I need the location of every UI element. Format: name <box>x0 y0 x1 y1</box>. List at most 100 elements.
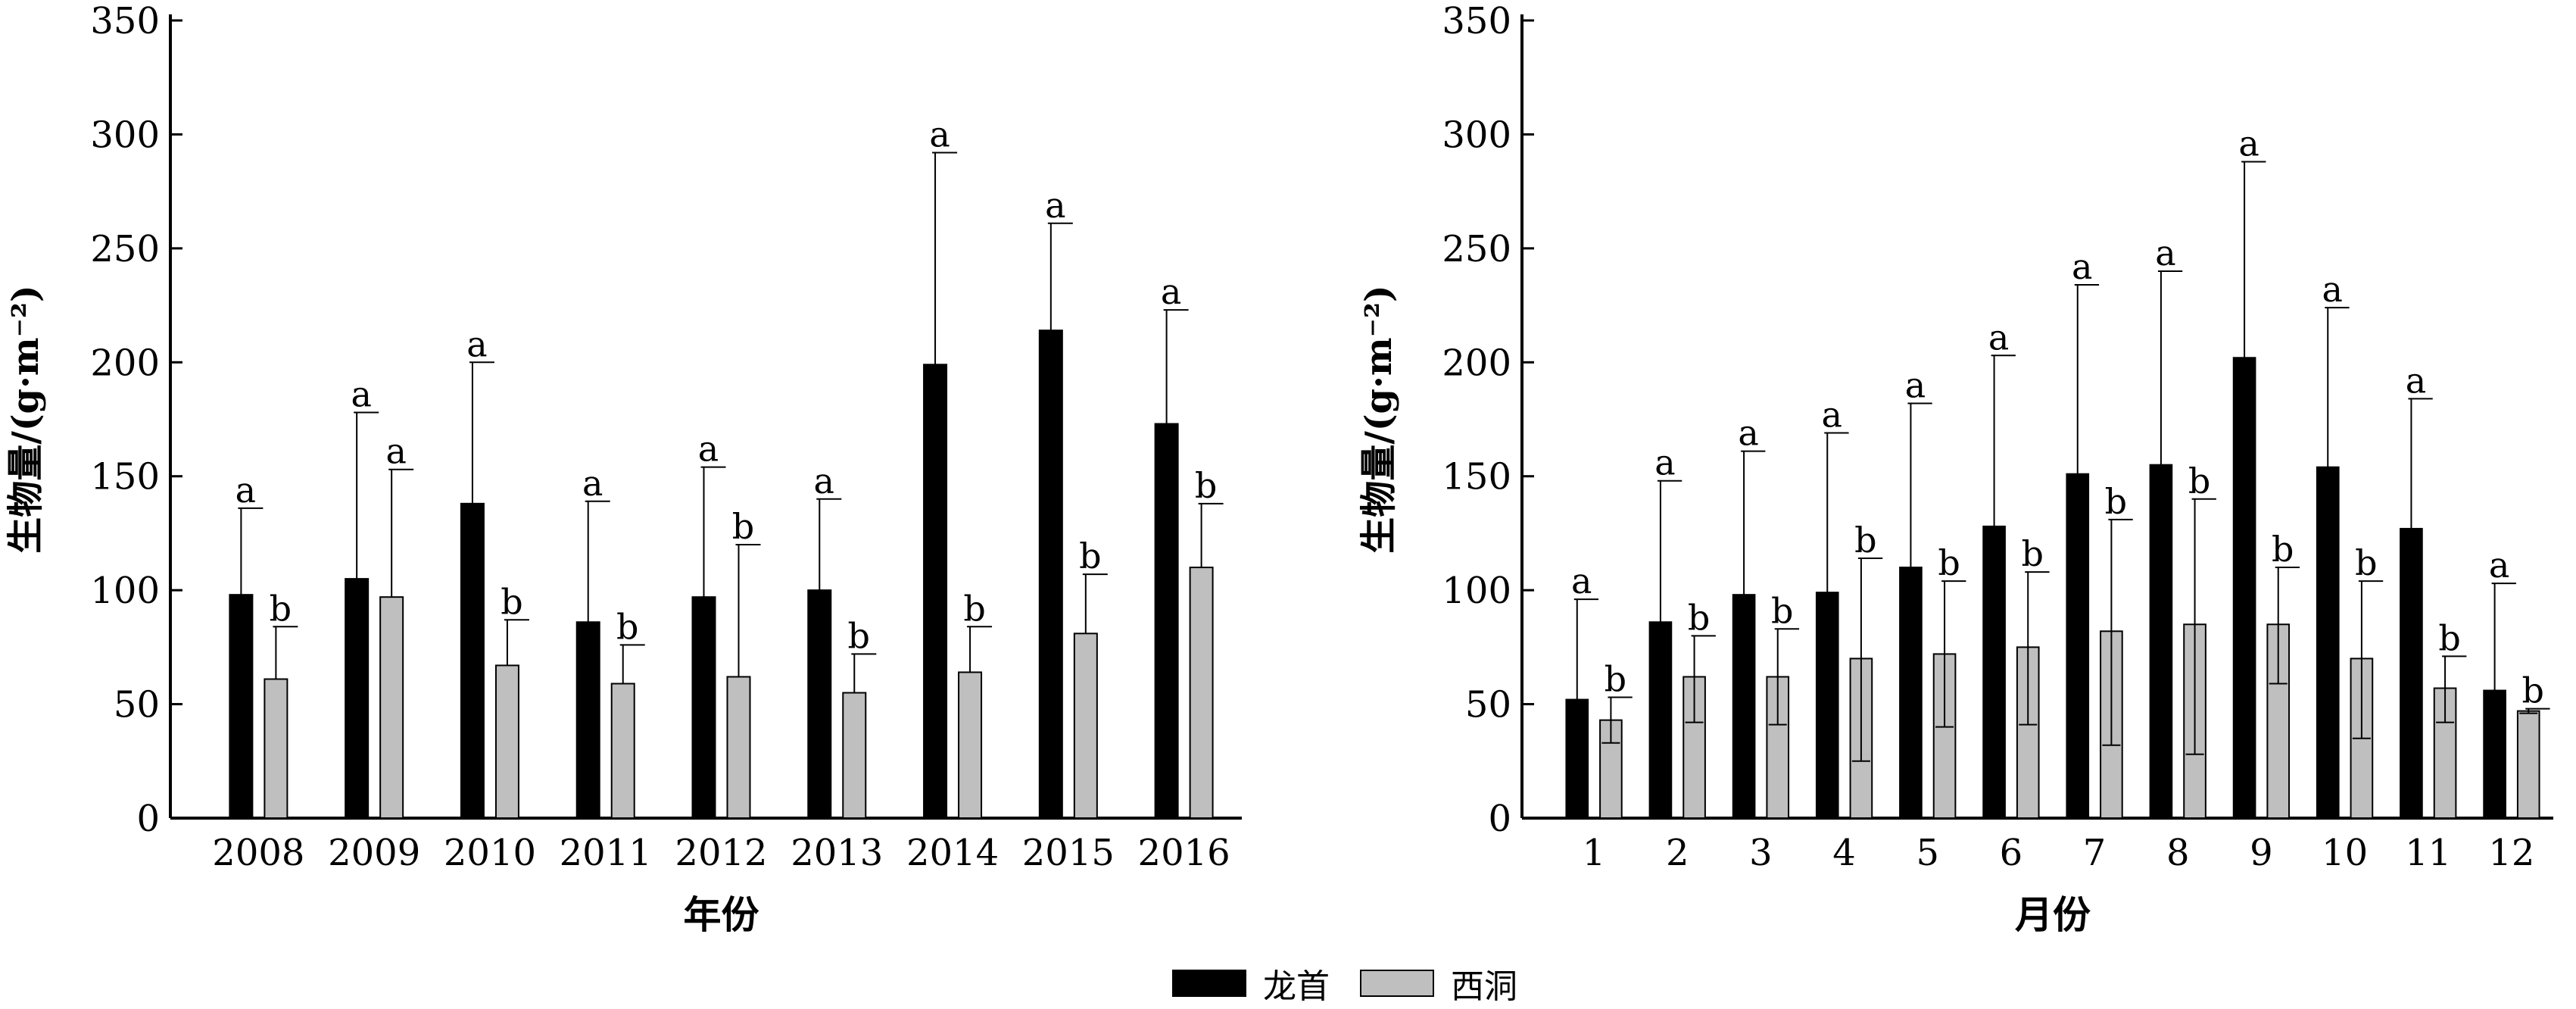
legend-item-longshou: 龙首 <box>1172 959 1330 1007</box>
y-axis-label: 生物量/(g·m⁻²) <box>1358 285 1400 553</box>
bar-xidong <box>1189 567 1214 819</box>
x-tick-label: 2010 <box>444 832 536 874</box>
significance-letter: a <box>385 431 406 472</box>
significance-letter: a <box>1905 364 1926 405</box>
significance-letter: b <box>1605 659 1626 700</box>
y-tick-label: 350 <box>1442 0 1511 42</box>
significance-letter: a <box>2072 246 2092 287</box>
legend-item-xidong: 西洞 <box>1360 959 1517 1007</box>
significance-letter: b <box>2022 533 2044 574</box>
significance-letter: a <box>1822 395 1842 436</box>
y-tick-label: 150 <box>1442 456 1511 498</box>
legend: 龙首 西洞 <box>1172 959 1517 1007</box>
x-tick-label: 9 <box>2250 832 2273 874</box>
significance-letter: b <box>501 581 522 622</box>
bar-xidong <box>1073 633 1098 820</box>
x-tick-label: 2009 <box>328 832 420 874</box>
x-tick-label: 11 <box>2405 832 2451 874</box>
x-tick-label: 2015 <box>1022 832 1115 874</box>
significance-letter: a <box>466 323 487 364</box>
significance-letter: b <box>1854 520 1876 561</box>
y-tick-label: 0 <box>136 798 160 840</box>
significance-letter: a <box>2406 360 2426 401</box>
significance-letter: a <box>2489 545 2509 586</box>
y-tick-label: 250 <box>90 228 160 270</box>
legend-label-longshou: 龙首 <box>1263 967 1330 1006</box>
y-tick-label: 150 <box>90 456 160 498</box>
x-tick-label: 2012 <box>675 832 767 874</box>
legend-swatch-longshou <box>1172 970 1246 997</box>
significance-letter: b <box>616 606 638 647</box>
y-tick-label: 300 <box>90 114 160 156</box>
significance-letter: b <box>270 588 292 629</box>
significance-letter: a <box>582 463 603 504</box>
y-tick-label: 50 <box>114 684 160 726</box>
significance-letter: b <box>1195 465 1217 506</box>
significance-letter: a <box>698 429 719 470</box>
x-tick-label: 3 <box>1749 832 1773 874</box>
significance-letter: a <box>1045 185 1065 226</box>
bar-xidong <box>379 596 404 819</box>
x-tick-label: 8 <box>2166 832 2190 874</box>
significance-letter: a <box>1988 317 2009 358</box>
bar-longshou <box>923 364 948 819</box>
bar-xidong <box>958 671 983 819</box>
significance-letter: b <box>2272 529 2294 570</box>
significance-letter: a <box>1654 442 1675 483</box>
y-tick-label: 350 <box>90 0 160 42</box>
significance-letter: a <box>351 373 371 414</box>
y-tick-label: 50 <box>1465 684 1511 726</box>
significance-letter: b <box>2188 461 2210 501</box>
x-tick-label: 2008 <box>212 832 304 874</box>
bar-longshou <box>345 578 370 819</box>
bar-longshou <box>460 502 485 819</box>
bar-xidong <box>610 683 635 819</box>
significance-letter: b <box>2522 670 2544 711</box>
y-axis-label: 生物量/(g·m⁻²) <box>5 285 47 553</box>
bar-xidong <box>494 664 519 819</box>
x-tick-label: 2 <box>1666 832 1689 874</box>
significance-letter: a <box>814 461 834 501</box>
significance-letter: b <box>732 506 754 547</box>
bar-longshou <box>229 594 254 819</box>
x-axis-label: 月份 <box>2015 892 2091 937</box>
significance-letter: a <box>235 470 256 511</box>
y-tick-label: 300 <box>1442 114 1511 156</box>
significance-letter: b <box>1938 542 1960 583</box>
bar-xidong <box>842 692 867 819</box>
bar-longshou <box>575 621 600 820</box>
significance-letter: a <box>1161 271 1181 312</box>
significance-letter: b <box>963 588 985 629</box>
x-tick-label: 5 <box>1916 832 1939 874</box>
bar-xidong <box>2516 710 2540 820</box>
significance-letter: a <box>2322 269 2343 310</box>
x-axis-label: 年份 <box>684 892 759 937</box>
significance-letter: b <box>1771 590 1793 631</box>
significance-letter: b <box>2438 617 2460 658</box>
panel-monthly: 050100150200250300350生物量/(g·m⁻²)月份1ab2ab… <box>1358 0 2553 937</box>
y-tick-label: 250 <box>1442 228 1511 270</box>
bar-xidong <box>726 676 751 819</box>
x-tick-label: 2011 <box>560 832 652 874</box>
significance-letter: b <box>2355 542 2377 583</box>
y-tick-label: 100 <box>1442 570 1511 612</box>
panel-yearly: 050100150200250300350生物量/(g·m⁻²)年份2008ab… <box>5 0 1242 937</box>
x-tick-label: 2016 <box>1138 832 1230 874</box>
significance-letter: b <box>848 615 870 656</box>
significance-letter: b <box>2105 481 2127 522</box>
significance-letter: b <box>1079 536 1101 576</box>
x-tick-label: 10 <box>2322 832 2368 874</box>
significance-letter: b <box>1688 597 1710 638</box>
bar-longshou <box>1154 423 1179 819</box>
y-tick-label: 0 <box>1488 798 1511 840</box>
significance-letter: a <box>1571 561 1592 601</box>
y-tick-label: 200 <box>90 342 160 384</box>
legend-swatch-xidong <box>1360 970 1434 997</box>
bar-longshou <box>691 596 716 819</box>
significance-letter: a <box>929 114 950 155</box>
legend-label-xidong: 西洞 <box>1451 967 1517 1006</box>
x-tick-label: 2014 <box>906 832 999 874</box>
x-tick-label: 4 <box>1832 832 1856 874</box>
x-tick-label: 2013 <box>791 832 883 874</box>
